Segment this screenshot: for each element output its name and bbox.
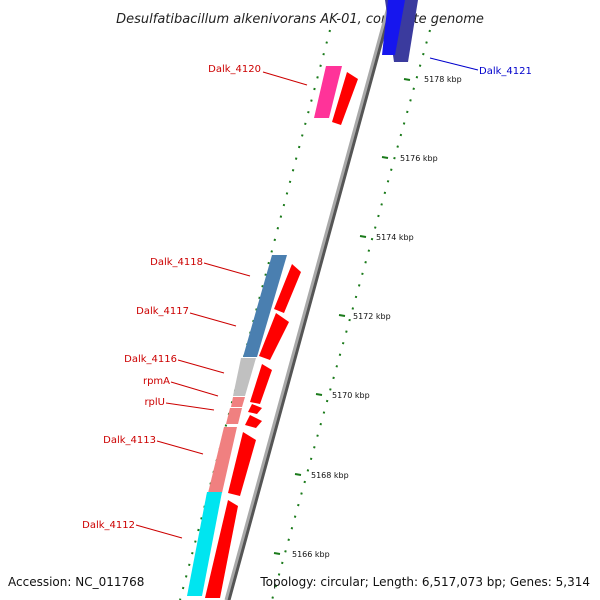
kbp-ticks: 5178 kbp 5176 kbp 5174 kbp 5172 kbp 5170… [273,75,462,559]
tick-label: 5176 kbp [400,154,438,163]
gene-block-dalk-4121-strand[interactable] [382,0,405,55]
gene-block-rplu[interactable] [226,408,242,424]
tick-mark [359,235,367,238]
gene-block-dalk-4113[interactable] [208,427,237,493]
topology-text: Topology: circular; Length: 6,517,073 bp… [259,575,590,589]
gene-labels: Dalk_4121 Dalk_4120 Dalk_4118 Dalk_4117 … [82,57,532,539]
tick-dots [179,29,431,600]
cds-arrow-dalk-4112[interactable] [205,500,238,598]
cds-arrow-dalk-4118[interactable] [274,264,301,313]
cds-arrow-rpma[interactable] [248,404,262,414]
tick-label: 5172 kbp [353,312,391,321]
gene-label-dalk-4113[interactable]: Dalk_4113 [103,435,156,446]
leader-line [170,381,219,397]
gene-block-dalk-4118[interactable] [243,255,287,357]
tick-mark [381,156,389,159]
outer-dotted-guide [271,29,431,600]
gene-label-dalk-4118[interactable]: Dalk_4118 [150,257,203,268]
gene-label-dalk-4120[interactable]: Dalk_4120 [208,64,261,75]
tick-mark [315,393,323,396]
leader-line [189,312,237,327]
cds-arrow-dalk-4116[interactable] [250,364,272,404]
map-title: Desulfatibacillum alkenivorans AK-01, co… [116,12,484,27]
gene-label-rplu[interactable]: rplU [144,397,165,408]
gene-label-rpma[interactable]: rpmA [143,376,170,387]
leader-line [262,71,308,86]
leader-line [156,440,204,455]
cds-arrow-rplu[interactable] [245,415,262,428]
tick-mark [273,552,281,555]
gene-features [187,0,418,598]
leader-line [135,524,183,539]
gene-block-dalk-4120[interactable] [314,66,342,118]
gene-block-rpma[interactable] [231,397,245,407]
tick-mark [294,473,302,476]
backbone-line [224,0,392,600]
tick-mark [338,314,346,317]
cds-arrow-dalk-4117[interactable] [259,313,289,360]
gene-label-dalk-4117[interactable]: Dalk_4117 [136,306,189,317]
leader-line [177,359,225,374]
cds-arrow-dalk-4113[interactable] [228,432,256,496]
tick-label: 5166 kbp [292,550,330,559]
gene-label-dalk-4112[interactable]: Dalk_4112 [82,520,135,531]
gene-label-dalk-4116[interactable]: Dalk_4116 [124,354,177,365]
gene-block-dalk-4116[interactable] [233,358,256,396]
tick-mark [403,78,411,81]
genome-backbone [224,0,395,600]
leader-line [203,262,251,277]
leader-line [429,57,479,71]
tick-label: 5174 kbp [376,233,414,242]
backbone-shadow [225,0,395,600]
cds-arrow-dalk-4120[interactable] [332,72,358,125]
gene-label-dalk-4121[interactable]: Dalk_4121 [479,66,532,77]
tick-label: 5168 kbp [311,471,349,480]
gene-block-dalk-4112[interactable] [187,492,222,596]
leader-line [165,402,215,411]
tick-label: 5170 kbp [332,391,370,400]
accession-text: Accession: NC_011768 [8,575,144,589]
tick-label: 5178 kbp [424,75,462,84]
